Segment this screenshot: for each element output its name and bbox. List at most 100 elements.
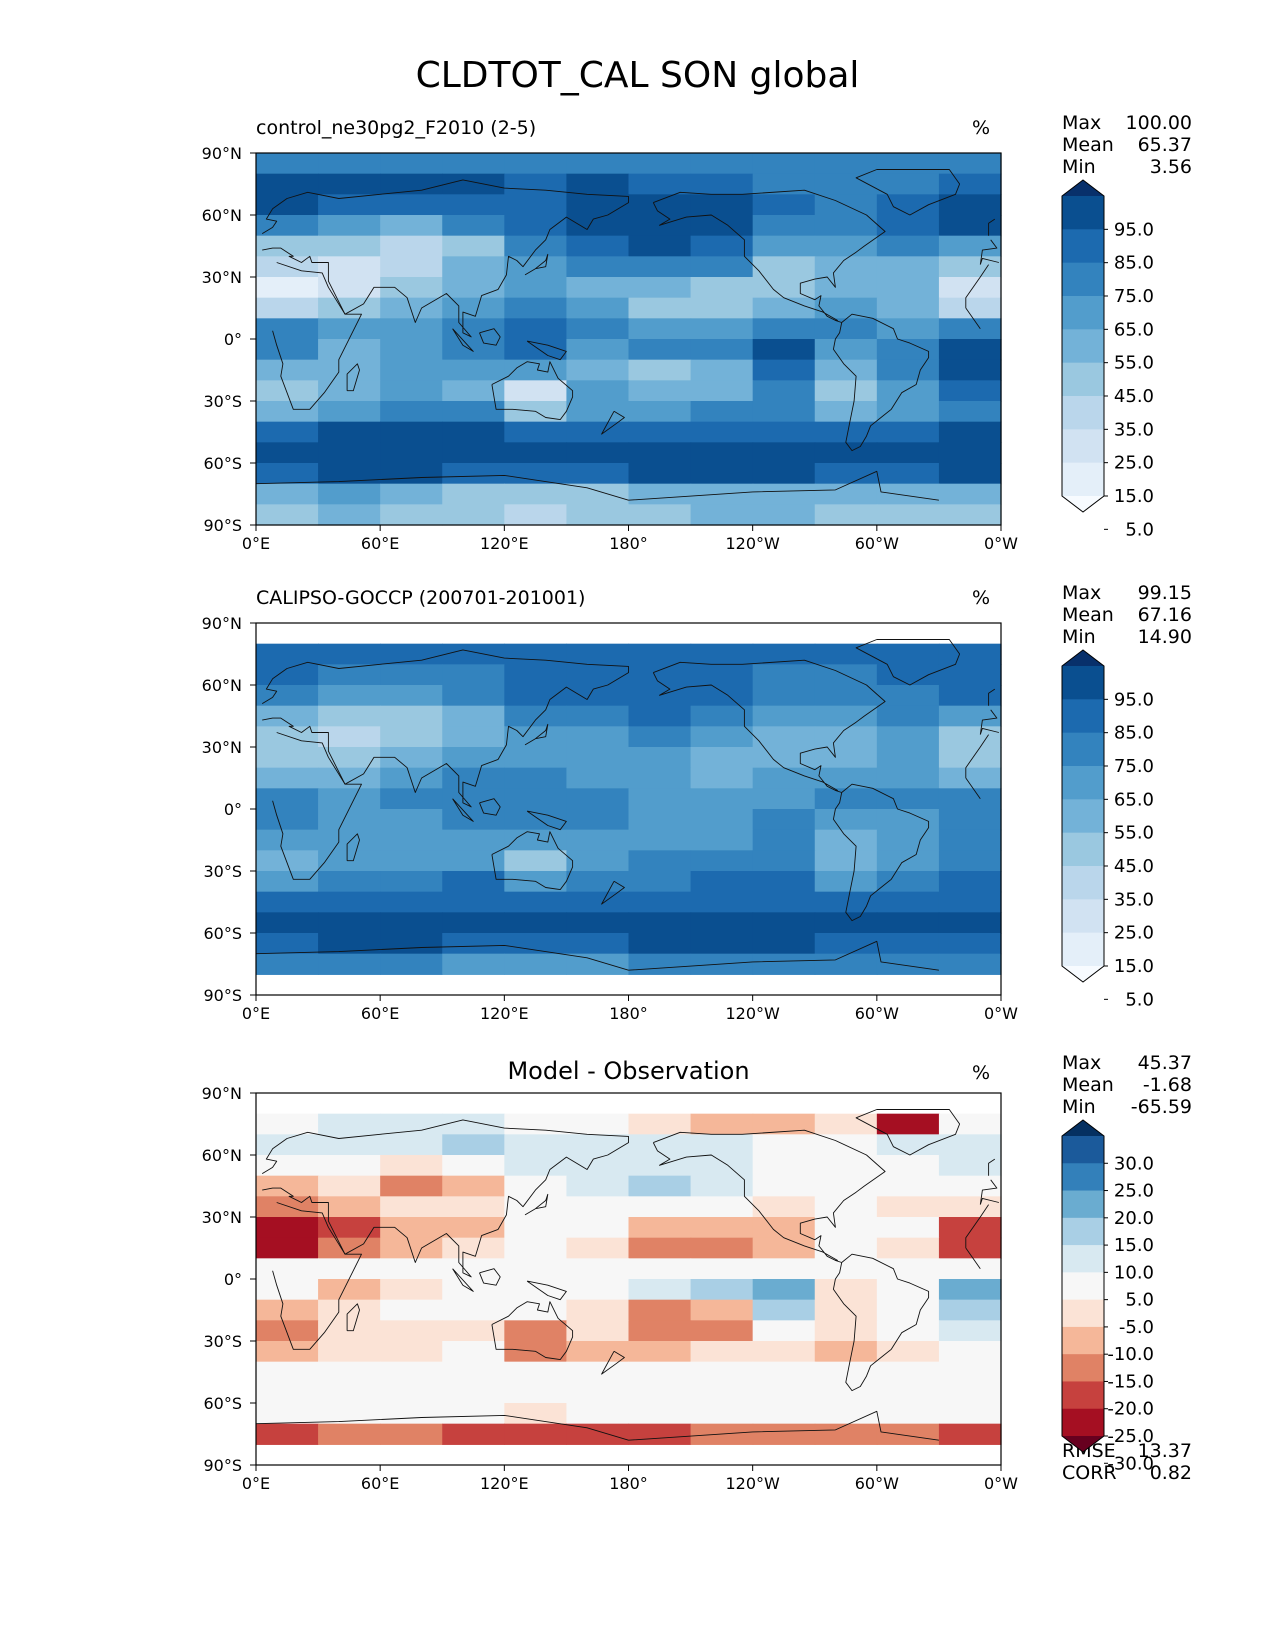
data-cell — [318, 215, 381, 237]
data-cell — [318, 1134, 381, 1156]
data-cell — [814, 215, 878, 237]
data-cell — [628, 1237, 692, 1259]
data-cell — [876, 359, 940, 381]
data-cell — [876, 1320, 940, 1342]
data-cell — [380, 747, 443, 769]
colorbar-band — [1062, 932, 1104, 967]
data-cell — [628, 664, 692, 686]
data-cell — [814, 256, 878, 278]
data-cell — [256, 1299, 319, 1321]
data-cell — [256, 380, 319, 402]
panel-model: control_ne30pg2_F2010 (2-5) % Max 100.00 … — [0, 110, 1275, 580]
data-cell — [504, 1361, 568, 1383]
data-cell — [566, 1423, 630, 1445]
data-cell — [318, 173, 381, 195]
data-cell — [504, 442, 568, 464]
coastline — [272, 262, 989, 410]
data-cell — [628, 297, 692, 319]
coastline — [988, 1158, 996, 1176]
data-cell — [876, 277, 940, 299]
y-tick-label: 30°S — [203, 862, 242, 881]
colorbar-label: 45.0 — [1114, 386, 1154, 407]
x-tick-label: 60°E — [361, 1004, 399, 1023]
data-cell — [752, 421, 816, 443]
data-cell — [690, 747, 754, 769]
coastline — [261, 1119, 1000, 1278]
data-cell — [814, 380, 878, 402]
data-cell — [814, 401, 878, 423]
colorbar-label: 25.0 — [1114, 453, 1154, 474]
data-cell — [380, 664, 443, 686]
data-cell — [504, 953, 568, 975]
colorbar: 95.0 85.0 75.0 65.0 55.0 45.0 35.0 25.0 15.0 5.0 — [1061, 649, 1154, 1010]
data-cell — [318, 194, 381, 216]
coastline — [261, 649, 1000, 808]
data-cell — [690, 277, 754, 299]
data-cell — [318, 726, 381, 748]
data-cell — [442, 953, 505, 975]
data-cell — [814, 664, 878, 686]
data-cell — [566, 1403, 630, 1425]
data-cell — [380, 194, 443, 216]
data-cell — [318, 339, 381, 361]
data-cell — [690, 1279, 754, 1301]
colorbar-band — [1062, 462, 1104, 497]
data-cell — [876, 421, 940, 443]
data-cell — [752, 235, 816, 257]
colorbar-label: 20.0 — [1114, 1208, 1154, 1229]
data-cell — [938, 421, 1002, 443]
coastline — [452, 1268, 474, 1292]
data-cell — [938, 829, 1002, 851]
data-cell — [628, 359, 692, 381]
data-cell — [938, 153, 1002, 175]
data-cell — [628, 194, 692, 216]
data-cell — [752, 1196, 816, 1218]
data-cell — [814, 788, 878, 810]
data-cell — [938, 788, 1002, 810]
data-cell — [628, 767, 692, 789]
data-cell — [814, 1258, 878, 1280]
data-cell — [628, 788, 692, 810]
data-cell — [504, 933, 568, 955]
coastline — [272, 1202, 989, 1350]
data-cell — [814, 463, 878, 485]
data-cell — [690, 1299, 754, 1321]
data-cell — [814, 1423, 878, 1445]
data-cell — [442, 933, 505, 955]
data-cell — [566, 483, 630, 505]
data-cell — [380, 504, 443, 526]
x-tick-label: 120°W — [725, 1004, 780, 1023]
data-cell — [442, 1423, 505, 1445]
data-cell — [318, 1258, 381, 1280]
colorbar-band — [1062, 766, 1104, 800]
data-cell — [318, 829, 381, 851]
data-cell — [876, 1361, 940, 1383]
data-cell — [566, 318, 630, 340]
data-cell — [938, 1341, 1002, 1363]
colorbar-band — [1062, 699, 1104, 734]
data-cell — [504, 277, 568, 299]
stat-label: Max — [1062, 582, 1102, 604]
data-cell — [628, 705, 692, 727]
y-tick-label: 30°N — [202, 268, 242, 287]
data-cell — [876, 1258, 940, 1280]
data-cell — [938, 809, 1002, 831]
stats-box: Max 45.37 Mean -1.68 Min -65.59 — [1062, 1052, 1192, 1118]
data-cell — [380, 1217, 443, 1239]
y-tick-label: 90°N — [202, 1084, 242, 1103]
data-cell — [938, 442, 1002, 464]
data-cell — [690, 809, 754, 831]
colorbar-label: -25.0 — [1107, 1426, 1154, 1447]
data-cell — [256, 215, 319, 237]
data-cell — [380, 1113, 443, 1135]
data-cell — [938, 401, 1002, 423]
colorbar-label: 65.0 — [1114, 789, 1154, 810]
data-cell — [256, 1423, 319, 1445]
data-cell — [256, 788, 319, 810]
data-cell — [814, 1279, 878, 1301]
data-cell — [938, 643, 1002, 665]
data-cell — [442, 747, 505, 769]
colorbar-top-extension — [1062, 1120, 1104, 1136]
data-cell — [876, 1196, 940, 1218]
data-cell — [938, 1175, 1002, 1197]
